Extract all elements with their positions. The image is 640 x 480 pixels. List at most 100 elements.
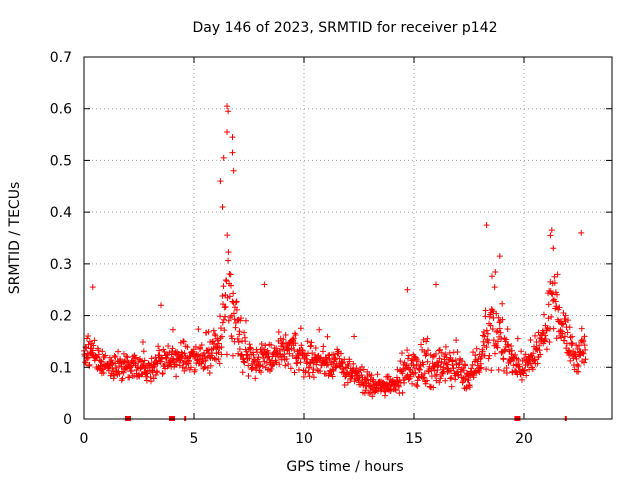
data-point: [280, 336, 287, 343]
data-point: [229, 352, 236, 359]
data-point: [573, 355, 580, 362]
data-point: [567, 357, 574, 364]
data-point: [472, 352, 479, 359]
data-point: [480, 338, 487, 345]
data-point: [561, 316, 568, 323]
data-point: [392, 387, 399, 394]
data-point: [579, 349, 586, 356]
data-point: [382, 381, 389, 388]
data-point: [263, 359, 270, 366]
data-point: [460, 367, 467, 374]
data-point: [244, 355, 251, 362]
data-point: [228, 282, 235, 289]
data-point: [124, 354, 131, 361]
data-point: [282, 331, 289, 338]
data-point: [436, 379, 443, 386]
data-point: [212, 332, 219, 339]
data-point: [442, 351, 449, 358]
data-point: [285, 361, 292, 368]
data-point: [430, 384, 437, 391]
data-point: [225, 317, 232, 324]
data-point: [192, 343, 199, 350]
data-point: [551, 279, 558, 286]
data-point: [404, 286, 411, 293]
data-point: [275, 329, 282, 336]
data-point: [292, 340, 299, 347]
data-point: [490, 308, 497, 315]
data-point: [527, 336, 534, 343]
data-point: [195, 326, 202, 333]
data-point: [217, 325, 224, 332]
data-point: [165, 343, 172, 350]
data-point: [241, 329, 248, 336]
data-point: [364, 377, 371, 384]
data-point: [85, 341, 92, 348]
data-point: [316, 326, 323, 333]
data-point: [215, 356, 222, 363]
data-point: [563, 340, 570, 347]
data-point: [250, 351, 257, 358]
data-point: [548, 290, 555, 297]
data-point: [85, 354, 92, 361]
data-point: [297, 359, 304, 366]
data-point: [401, 379, 408, 386]
data-point: [476, 369, 483, 376]
data-point: [496, 325, 503, 332]
y-axis-label: SRMTID / TECUs: [7, 182, 23, 295]
data-point: [442, 377, 449, 384]
data-point: [115, 348, 122, 355]
data-point: [344, 379, 351, 386]
data-point: [503, 336, 510, 343]
data-point: [470, 349, 477, 356]
data-point: [242, 338, 249, 345]
data-point: [442, 343, 449, 350]
data-point: [256, 358, 263, 365]
data-point: [277, 335, 284, 342]
data-point: [242, 317, 249, 324]
grid-lines: [84, 57, 612, 419]
data-point: [232, 320, 239, 327]
data-point: [155, 343, 162, 350]
data-point: [447, 354, 454, 361]
data-point: [523, 372, 530, 379]
data-point: [477, 365, 484, 372]
data-point: [341, 382, 348, 389]
data-point: [346, 358, 353, 365]
data-point: [159, 370, 166, 377]
data-point: [336, 355, 343, 362]
data-point: [304, 338, 311, 345]
data-point: [369, 393, 376, 400]
data-point: [240, 358, 247, 365]
data-point: [551, 273, 558, 280]
data-point: [436, 355, 443, 362]
data-point: [317, 368, 324, 375]
data-point: [429, 353, 436, 360]
data-point: [499, 300, 506, 307]
data-point: [282, 362, 289, 369]
data-point: [449, 357, 456, 364]
data-point: [501, 347, 508, 354]
data-point: [99, 348, 106, 355]
data-point: [488, 273, 495, 280]
data-point: [102, 352, 109, 359]
data-point: [307, 343, 314, 350]
data-point: [131, 355, 138, 362]
data-point: [324, 357, 331, 364]
data-point: [512, 368, 519, 375]
data-point: [481, 333, 488, 340]
data-point: [448, 383, 455, 390]
data-point: [534, 360, 541, 367]
data-point: [229, 149, 236, 156]
data-point: [483, 344, 490, 351]
data-point: [358, 371, 365, 378]
data-point: [414, 383, 421, 390]
data-point: [374, 371, 381, 378]
data-point: [100, 369, 107, 376]
data-point: [424, 358, 431, 365]
data-point: [226, 270, 233, 277]
data-point: [372, 388, 379, 395]
data-point: [454, 348, 461, 355]
data-point: [241, 359, 248, 366]
data-point: [453, 361, 460, 368]
data-point: [90, 342, 97, 349]
